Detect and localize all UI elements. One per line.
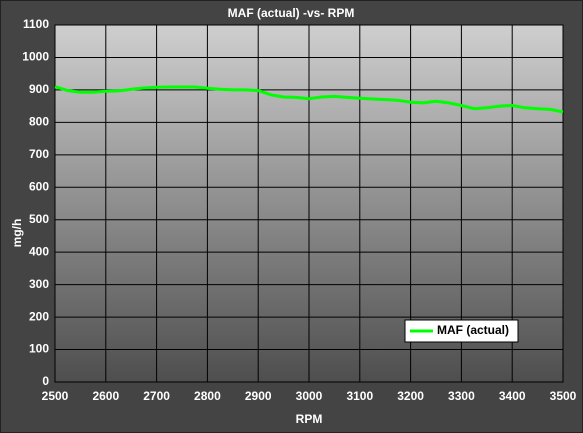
chart-title: MAF (actual) -vs- RPM xyxy=(228,6,355,20)
legend-box xyxy=(404,319,519,343)
x-tick-label: 3200 xyxy=(397,389,424,403)
grid xyxy=(54,24,564,383)
y-tick-label: 800 xyxy=(29,115,49,129)
x-axis-label: RPM xyxy=(296,412,323,426)
x-tick-label: 3400 xyxy=(499,389,526,403)
y-tick-label: 1100 xyxy=(23,17,49,31)
x-tick-label: 3000 xyxy=(296,389,323,403)
y-tick-label: 700 xyxy=(29,147,49,161)
plot-border xyxy=(54,24,564,383)
x-tick-label: 2700 xyxy=(143,389,170,403)
x-tick-label: 3300 xyxy=(448,389,475,403)
y-tick-label: 900 xyxy=(29,82,49,96)
x-tick-label: 3500 xyxy=(550,389,577,403)
series xyxy=(54,85,564,114)
y-tick-label: 300 xyxy=(29,277,49,291)
x-tick-label: 2600 xyxy=(92,389,119,403)
x-tick-label: 2800 xyxy=(194,389,221,403)
y-tick-label: 1000 xyxy=(22,50,49,64)
y-tick-label: 500 xyxy=(29,212,49,226)
y-tick-label: 400 xyxy=(29,244,49,258)
y-tick-label: 0 xyxy=(42,374,49,388)
y-tick-label: 200 xyxy=(29,309,49,323)
y-axis-label: mg/h xyxy=(10,219,24,248)
y-tick-label: 100 xyxy=(29,342,49,356)
x-tick-label: 2500 xyxy=(42,389,69,403)
legend: MAF (actual) xyxy=(404,319,519,343)
y-tick-label: 600 xyxy=(29,179,49,193)
data-line xyxy=(54,85,564,114)
x-tick-label: 3100 xyxy=(346,389,373,403)
legend-label: MAF (actual) xyxy=(437,323,509,337)
x-tick-label: 2900 xyxy=(245,389,272,403)
